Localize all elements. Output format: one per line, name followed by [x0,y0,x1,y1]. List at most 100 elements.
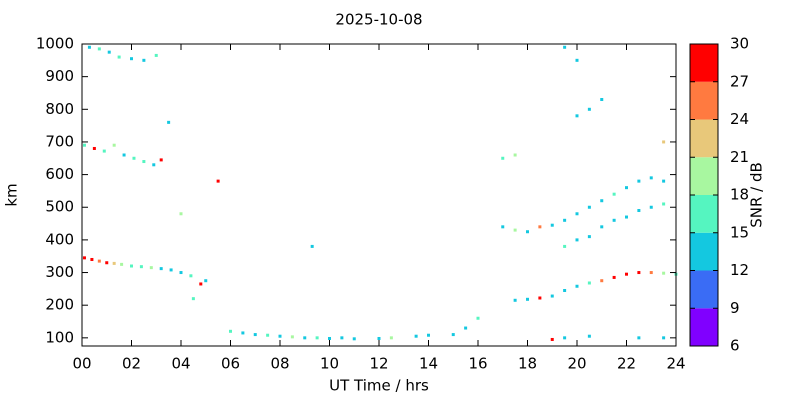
data-point [130,264,133,268]
data-point [563,336,567,340]
x-tick-label: 06 [221,355,240,373]
colorbar-tick-label: 30 [730,35,749,53]
x-tick-label: 00 [72,355,91,373]
data-point [575,212,579,216]
data-point [315,336,319,340]
data-point [649,176,653,180]
data-point [253,333,257,337]
data-point [563,244,567,248]
data-point [204,279,208,283]
data-point [278,334,282,338]
data-point [662,271,666,275]
data-point [290,335,294,339]
x-tick-label: 04 [171,355,190,373]
data-point [501,225,505,229]
data-point [501,156,505,160]
x-axis-label: UT Time / hrs [329,377,429,395]
data-point [117,55,121,59]
data-point [513,298,517,302]
data-point [662,336,666,340]
data-point [152,163,156,167]
data-point [587,334,591,338]
colorbar-tick-label: 18 [730,186,749,204]
x-tick-label: 20 [567,355,586,373]
data-point [90,257,94,261]
data-point [112,261,116,265]
data-point [87,45,91,49]
y-tick-label: 1000 [36,35,74,53]
colorbar-tick-label: 6 [730,337,740,355]
data-point [612,192,616,196]
data-point [526,297,529,301]
data-point [414,334,418,338]
data-point [538,225,542,229]
x-tick-label: 18 [518,355,537,373]
y-tick-label: 500 [45,198,74,216]
data-point [82,143,86,147]
x-tick-label: 22 [617,355,636,373]
data-point [662,202,666,206]
data-point [82,256,86,260]
colorbar-band [690,119,718,158]
data-point [662,179,666,183]
x-tick-label: 12 [369,355,388,373]
data-point [649,271,653,275]
data-point [550,337,554,341]
data-point [587,107,591,111]
data-point [97,47,101,51]
data-point [513,228,517,232]
data-point [625,215,628,219]
data-point [179,271,183,275]
data-point [154,53,158,57]
y-tick-label: 300 [45,263,74,281]
data-point [149,266,153,270]
data-point [107,50,111,54]
data-point [216,179,220,183]
data-point [389,336,393,340]
x-tick-label: 24 [666,355,685,373]
data-point [132,156,136,160]
data-point [199,282,203,286]
data-point [303,336,307,340]
data-point [637,271,641,275]
data-point [159,267,163,271]
data-point [587,235,591,239]
x-tick-label: 08 [270,355,289,373]
data-point [625,272,628,276]
data-point [637,336,641,340]
data-point [179,212,183,216]
data-point [352,337,356,341]
colorbar-tick-label: 9 [730,299,740,317]
data-point [142,160,146,164]
colorbar-band [690,308,718,346]
data-point [662,140,666,144]
colorbar-band [690,232,718,271]
data-point [451,333,455,337]
colorbar-tick-label: 12 [730,261,749,279]
data-point [587,281,591,285]
y-tick-label: 400 [45,230,74,248]
y-tick-label: 800 [45,100,74,118]
colorbar-label: SNR / dB [748,162,766,228]
plot-frame [81,43,677,347]
data-point [526,230,529,234]
data-point [612,275,616,279]
data-point [169,268,173,272]
colorbar-tick-label: 24 [730,110,749,128]
data-point [637,209,641,213]
data-point [266,333,270,337]
colorbar-tick-label: 15 [730,223,749,241]
data-point [142,58,146,62]
y-tick-label: 100 [45,328,74,346]
data-point [637,179,641,183]
data-point [139,265,143,269]
data-point [167,120,171,124]
data-point [538,296,542,300]
data-point [427,333,430,337]
data-point [550,294,554,298]
data-point [310,244,314,248]
data-point [92,146,96,150]
data-point [328,336,331,340]
data-point [587,205,591,209]
data-point [191,297,195,301]
